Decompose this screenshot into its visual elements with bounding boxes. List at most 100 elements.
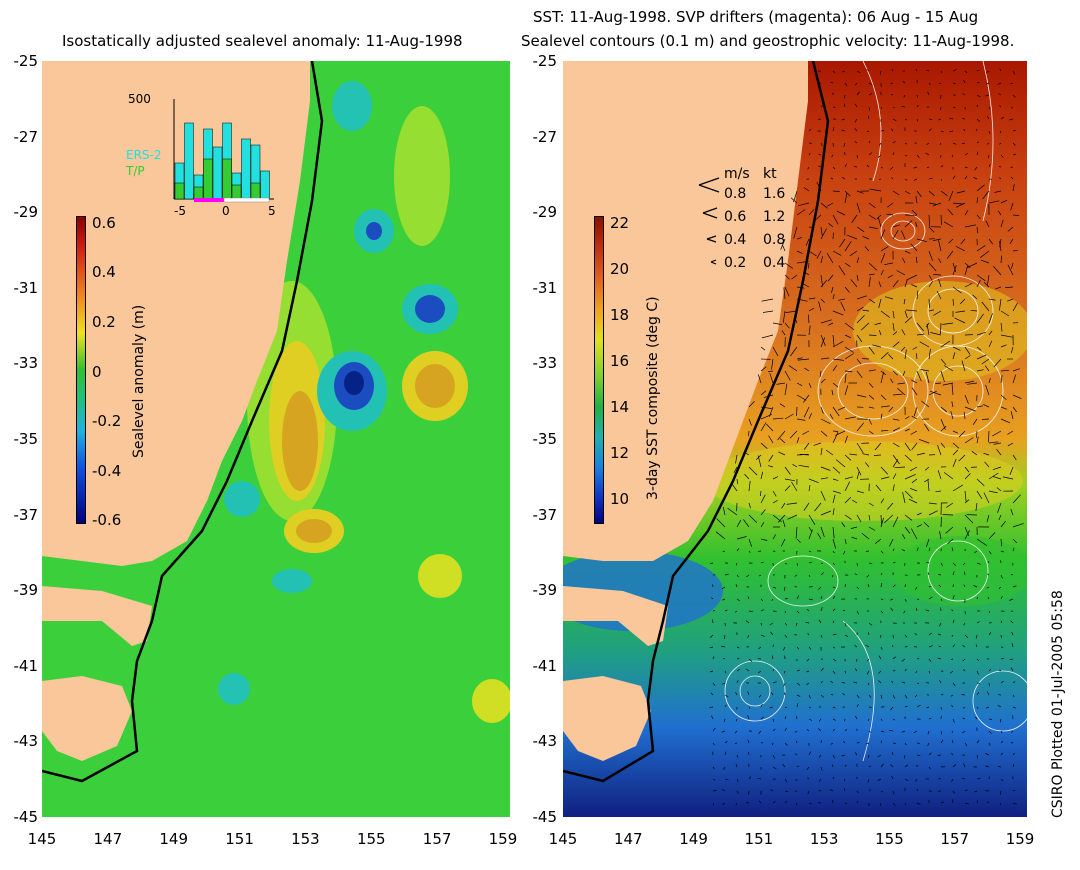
velocity-vector xyxy=(856,91,860,96)
velocity-vector xyxy=(880,646,883,650)
velocity-vector xyxy=(947,538,954,544)
velocity-vector xyxy=(904,416,910,420)
velocity-vector xyxy=(925,609,930,612)
velocity-vector xyxy=(842,693,846,696)
velocity-vector xyxy=(748,502,751,509)
velocity-vector xyxy=(1012,752,1015,756)
velocity-vector xyxy=(976,621,980,624)
velocity-vector xyxy=(820,572,824,576)
velocity-vector xyxy=(844,416,856,420)
velocity-vector xyxy=(905,309,918,312)
velocity-vector xyxy=(988,130,991,135)
velocity-vector xyxy=(976,245,986,252)
velocity-vector xyxy=(909,487,918,492)
lat-tick-label: -33 xyxy=(532,354,558,373)
velocity-vector xyxy=(747,739,750,744)
velocity-vector xyxy=(911,210,918,216)
velocity-vector xyxy=(986,586,990,589)
velocity-vector xyxy=(939,622,942,627)
velocity-vector xyxy=(771,742,774,746)
velocity-vector xyxy=(928,250,933,262)
velocity-vector xyxy=(831,764,834,768)
velocity-vector xyxy=(928,390,938,396)
velocity-vector xyxy=(915,670,918,674)
velocity-vector xyxy=(828,223,834,228)
velocity-vector xyxy=(999,130,1002,134)
velocity-vector xyxy=(864,246,870,252)
velocity-vector xyxy=(982,190,990,200)
velocity-vector xyxy=(724,740,728,744)
velocity-vector xyxy=(784,778,788,783)
velocity-vector xyxy=(951,634,954,637)
velocity-vector xyxy=(976,313,984,324)
velocity-vector xyxy=(813,442,822,446)
velocity-vector xyxy=(868,140,871,144)
velocity-vector xyxy=(844,514,852,520)
velocity-vector xyxy=(856,190,864,194)
velocity-vector xyxy=(844,353,854,360)
velocity-vector xyxy=(736,478,738,485)
velocity-vector xyxy=(710,692,714,696)
velocity-vector xyxy=(820,681,823,684)
velocity-vector xyxy=(747,691,750,696)
velocity-vector xyxy=(891,177,894,180)
velocity-vector xyxy=(884,262,894,265)
velocity-vector xyxy=(914,694,918,698)
velocity-vector xyxy=(975,502,978,512)
velocity-vector xyxy=(868,730,872,733)
velocity-vector xyxy=(962,644,966,648)
velocity-vector xyxy=(770,631,774,636)
velocity-vector xyxy=(856,422,865,432)
velocity-vector xyxy=(1000,574,1003,579)
velocity-vector xyxy=(985,706,990,709)
velocity-vector xyxy=(868,430,874,435)
velocity-vector xyxy=(766,423,774,432)
velocity-vector xyxy=(784,262,793,269)
velocity-vector xyxy=(760,622,762,626)
velocity-vector xyxy=(897,382,906,385)
velocity-vector xyxy=(892,331,898,336)
velocity-vector xyxy=(820,274,823,287)
velocity-vector xyxy=(1002,476,1014,480)
velocity-vector xyxy=(712,619,714,624)
colorbar-tick: -0.2 xyxy=(92,412,122,430)
velocity-vector xyxy=(981,418,990,420)
velocity-vector xyxy=(1011,631,1014,636)
velocity-vector xyxy=(928,717,932,720)
velocity-vector xyxy=(964,789,968,792)
velocity-vector xyxy=(914,633,918,636)
velocity-vector xyxy=(988,298,996,301)
velocity-vector xyxy=(880,310,891,318)
velocity-vector xyxy=(875,484,882,492)
velocity-vector xyxy=(880,371,885,384)
velocity-vector xyxy=(916,333,925,336)
velocity-vector xyxy=(820,447,823,456)
velocity-vector xyxy=(844,583,846,588)
velocity-vector xyxy=(940,693,944,696)
velocity-vector xyxy=(891,128,894,132)
velocity-vector xyxy=(983,282,990,288)
velocity-vector xyxy=(820,694,824,698)
velocity-vector xyxy=(901,105,906,108)
velocity-vector xyxy=(808,226,815,228)
velocity-vector xyxy=(772,681,777,684)
velocity-vector xyxy=(880,269,884,276)
velocity-vector xyxy=(878,670,882,674)
velocity-vector xyxy=(916,94,918,98)
velocity-vector xyxy=(927,742,930,747)
velocity-vector xyxy=(985,753,990,756)
velocity-vector xyxy=(856,295,867,300)
velocity-vector xyxy=(878,298,882,309)
velocity-vector xyxy=(784,706,788,709)
velocity-vector xyxy=(892,418,900,421)
velocity-vector xyxy=(946,502,954,508)
velocity-vector xyxy=(820,562,824,564)
velocity-vector xyxy=(916,190,922,198)
velocity-vector xyxy=(867,778,870,783)
velocity-vector xyxy=(892,190,900,196)
velocity-vector xyxy=(818,790,822,792)
velocity-vector xyxy=(784,370,791,381)
velocity-vector xyxy=(892,516,899,528)
velocity-vector xyxy=(796,562,799,566)
velocity-vector xyxy=(868,202,876,209)
